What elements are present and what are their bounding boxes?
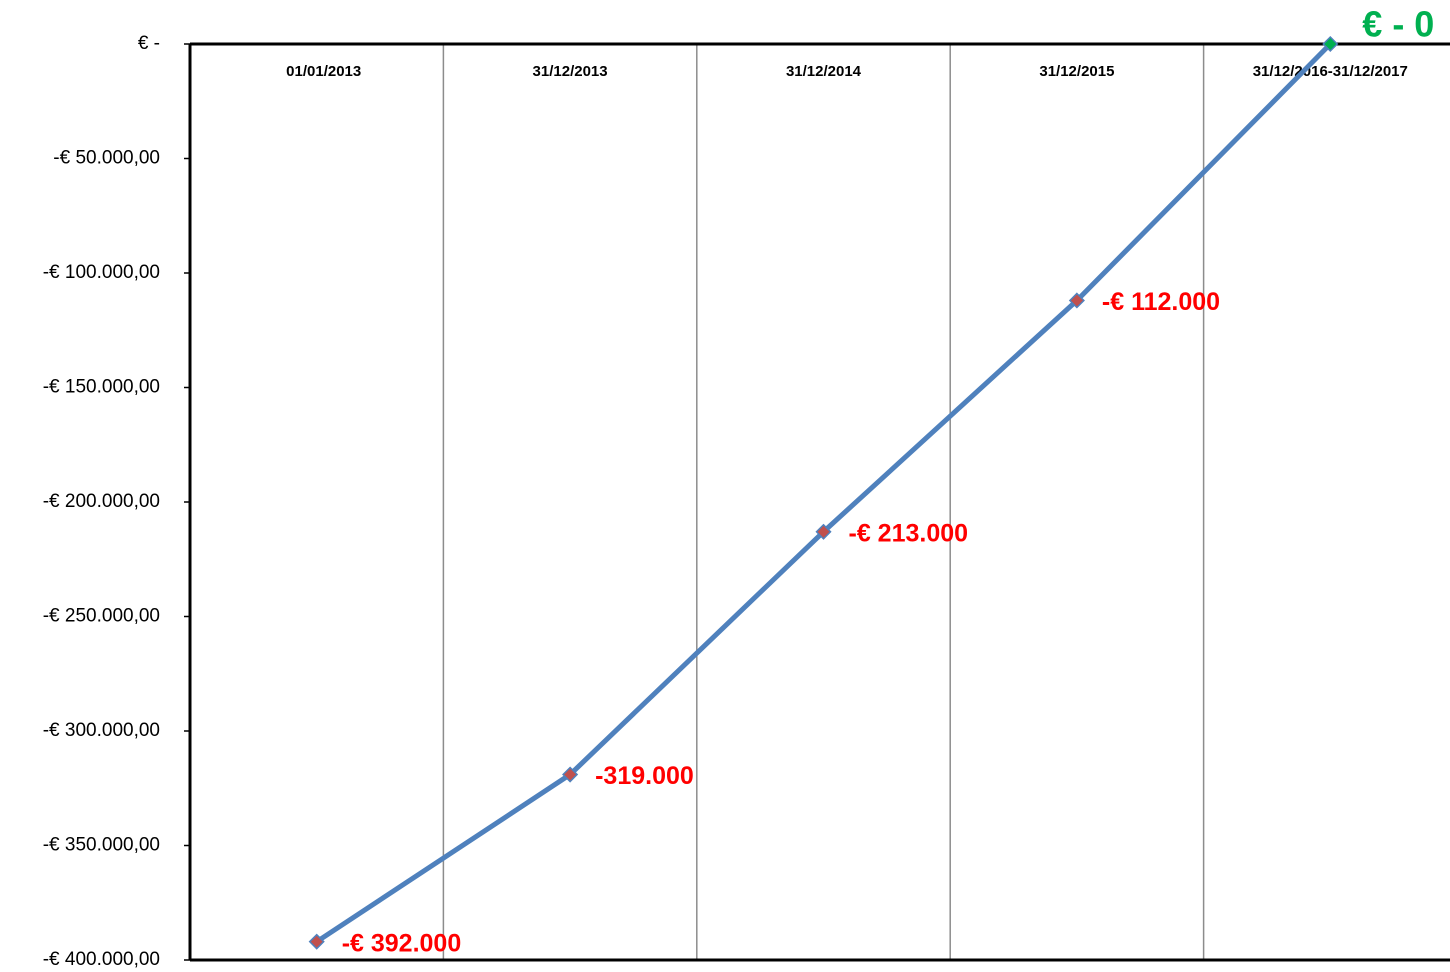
marker [815, 523, 832, 540]
x-tick-label: 31/12/2014 [786, 63, 862, 80]
marker [308, 933, 325, 950]
y-tick-label: -€ 150.000,00 [43, 377, 160, 398]
marker [1068, 292, 1085, 309]
y-tick-label: -€ 350.000,00 [43, 835, 160, 856]
y-tick-label: € - [138, 33, 160, 54]
y-tick-label: -€ 300.000,00 [43, 720, 160, 741]
x-tick-label: 31/12/2015 [1039, 63, 1114, 80]
marker [562, 766, 579, 783]
data-label: -€ 112.000 [1102, 288, 1220, 316]
y-tick-label: -€ 50.000,00 [53, 148, 160, 169]
data-label: -€ 392.000 [342, 929, 462, 957]
y-tick-label: -€ 200.000,00 [43, 491, 160, 512]
data-label: -319.000 [595, 762, 694, 790]
x-tick-label: 31/12/2016-31/12/2017 [1253, 63, 1408, 80]
marker [1322, 35, 1339, 53]
y-tick-label: -€ 400.000,00 [43, 949, 160, 970]
y-tick-label: -€ 250.000,00 [43, 606, 160, 627]
y-tick-label: -€ 100.000,00 [43, 262, 160, 283]
x-tick-label: 01/01/2013 [286, 63, 361, 80]
data-label: € - 0 [1362, 4, 1434, 45]
series-line [315, 42, 1333, 944]
x-tick-label: 31/12/2013 [533, 63, 608, 80]
data-label: -€ 213.000 [849, 519, 969, 547]
